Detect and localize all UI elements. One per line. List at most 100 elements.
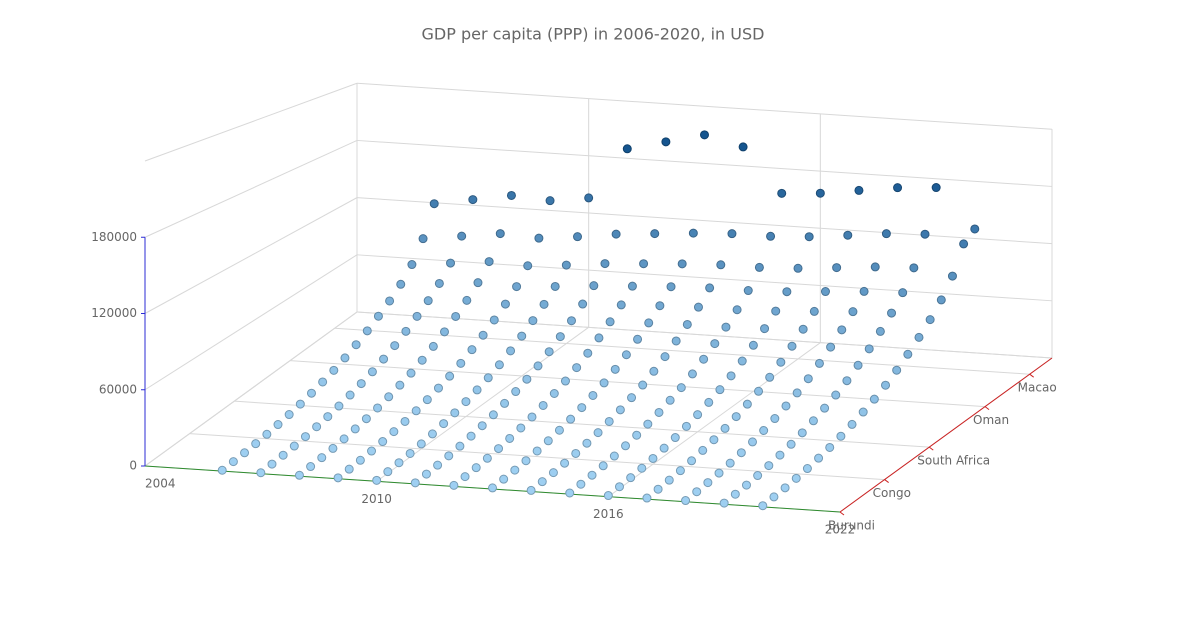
data-point [869, 394, 879, 404]
data-point [604, 416, 614, 426]
x-tick-label: 2016 [593, 507, 624, 521]
data-point [793, 263, 803, 273]
data-point [720, 423, 730, 433]
x-tick-label: 2004 [145, 477, 176, 491]
y-tick [884, 479, 889, 483]
grid-line [189, 433, 885, 481]
data-point [627, 393, 637, 403]
data-point [577, 403, 587, 413]
data-point [731, 412, 741, 422]
data-point [587, 470, 597, 480]
data-point [488, 483, 497, 493]
data-point [312, 422, 322, 432]
data-point [603, 491, 613, 501]
data-point [439, 419, 449, 429]
data-point [699, 354, 709, 364]
data-point [726, 371, 736, 381]
data-point [692, 487, 702, 497]
grid-line [234, 400, 930, 448]
data-point [898, 288, 908, 298]
data-point [837, 325, 847, 335]
data-point [517, 331, 527, 341]
data-point [659, 443, 669, 453]
data-point [870, 262, 880, 272]
data-point [665, 395, 675, 405]
data-point [450, 408, 460, 418]
data-point [732, 305, 742, 315]
data-point [461, 397, 471, 407]
data-point [427, 429, 437, 439]
data-point [278, 450, 288, 460]
data-point [527, 412, 537, 422]
box-edge [144, 82, 358, 162]
data-point [273, 420, 283, 430]
data-point [532, 446, 542, 456]
data-point [421, 469, 431, 479]
data-point [681, 421, 691, 431]
data-point [582, 438, 592, 448]
data-point [284, 410, 294, 420]
data-point [853, 360, 863, 370]
data-point [384, 392, 394, 402]
data-point [340, 353, 350, 363]
data-point [769, 492, 779, 502]
data-point [676, 383, 686, 393]
data-point [560, 458, 570, 468]
data-point [920, 229, 930, 239]
chart-title: GDP per capita (PPP) in 2006-2020, in US… [422, 25, 765, 44]
data-point [521, 456, 531, 466]
data-point [355, 455, 365, 465]
data-point [716, 260, 726, 270]
data-point [317, 453, 327, 463]
data-point [748, 340, 758, 350]
data-point [477, 421, 487, 431]
data-point [719, 498, 729, 508]
data-point [611, 229, 621, 239]
data-point [693, 302, 703, 312]
data-point [537, 477, 547, 487]
data-point [832, 263, 842, 273]
data-point [300, 432, 310, 442]
data-point [622, 144, 632, 154]
data-point [681, 496, 691, 506]
data-point [743, 286, 753, 296]
data-point [482, 453, 492, 463]
data-point [654, 407, 664, 417]
data-point [859, 286, 869, 296]
data-point [500, 299, 510, 309]
data-point [550, 281, 560, 291]
data-point [405, 448, 415, 458]
data-point [356, 379, 366, 389]
data-point [544, 347, 554, 357]
data-point [543, 436, 553, 446]
data-point [306, 388, 316, 398]
data-point [217, 465, 227, 475]
data-point [787, 341, 797, 351]
data-point [709, 435, 719, 445]
data-point [759, 426, 769, 436]
data-point [710, 339, 720, 349]
data-point [472, 385, 482, 395]
data-point [545, 196, 555, 206]
data-point [605, 317, 615, 327]
data-point [511, 387, 521, 397]
data-point [639, 259, 649, 269]
data-point [798, 324, 808, 334]
data-point [457, 231, 467, 241]
y-tick [984, 406, 990, 411]
data-point [401, 326, 411, 336]
data-point [495, 229, 505, 239]
data-point [661, 137, 671, 147]
y-tick [839, 511, 845, 516]
data-point [854, 185, 864, 195]
data-point [516, 423, 526, 433]
data-point [460, 472, 470, 482]
data-point [423, 296, 433, 306]
data-point [815, 188, 825, 198]
data-point [478, 330, 488, 340]
data-point [367, 367, 377, 377]
data-point [777, 188, 787, 198]
data-point [506, 346, 516, 356]
data-point [725, 458, 735, 468]
data-point [418, 234, 428, 244]
